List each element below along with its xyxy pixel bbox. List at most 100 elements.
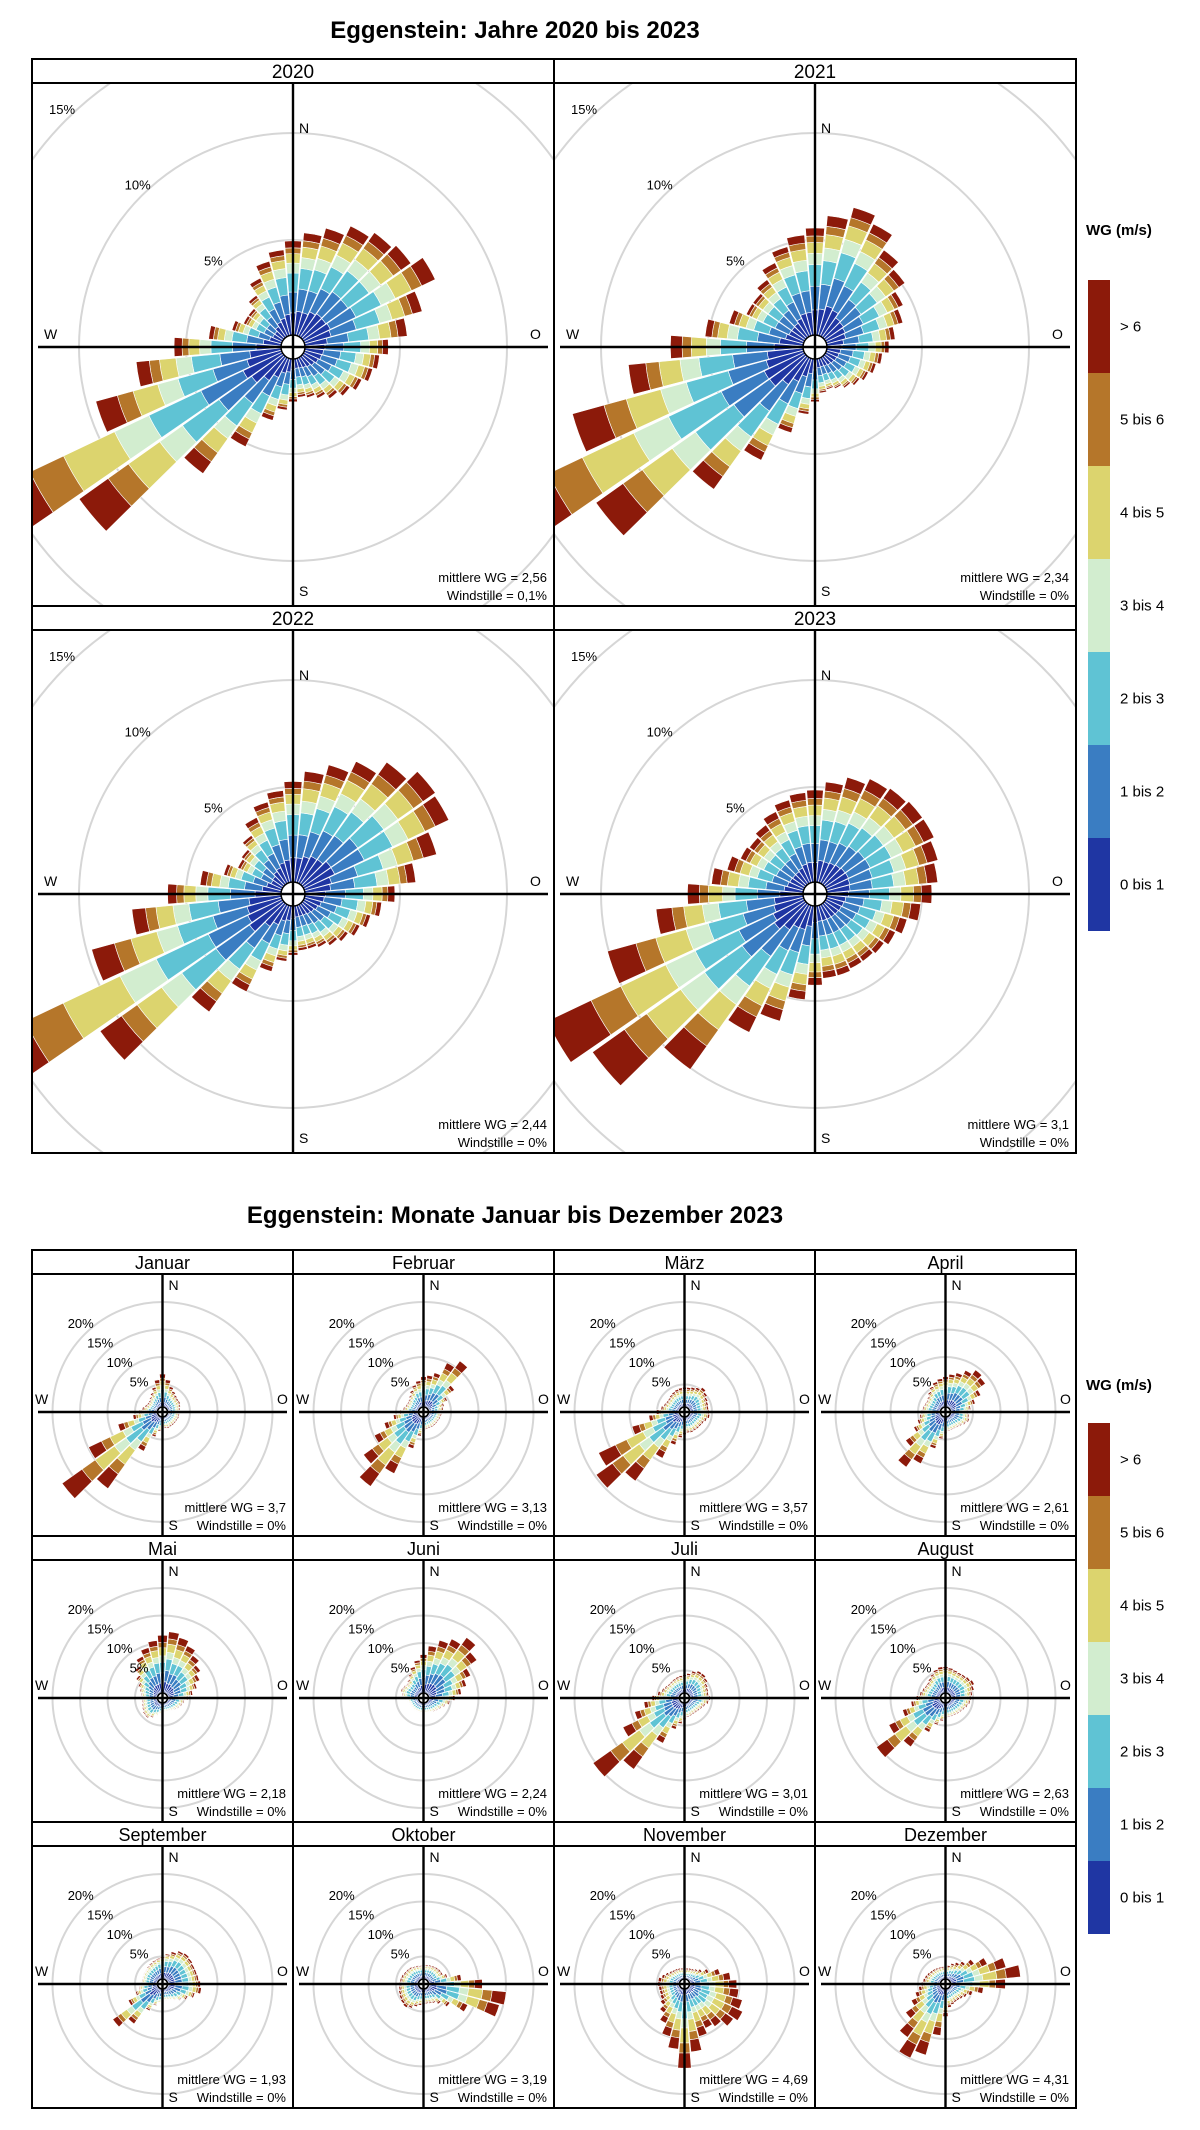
months-panel-5-sector-19-class-6 (419, 1711, 423, 1714)
months-panel-11-sector-19-class-6 (932, 2025, 942, 2036)
dir-label-w: W (557, 1391, 571, 1407)
years-panel-0-sector-3-class-6 (345, 225, 370, 246)
months-panel-8-sector-14-class-6 (173, 1997, 178, 2002)
stat-windstille: Windstille = 0% (980, 588, 1070, 603)
legend-swatch (1088, 1715, 1110, 1788)
years-panel-2-sector-17-class-6 (297, 946, 308, 952)
years-panel-2-sector-3-class-6 (350, 760, 377, 784)
months-panel-4-sector-3-class-6 (184, 1645, 196, 1656)
months-panel-3-sector-1-class-6 (948, 1373, 956, 1379)
years-panel-0-sector-33-class-6 (249, 277, 263, 289)
legend-title: WG (m/s) (1086, 222, 1152, 239)
months-panel-0-sector-25-class-6 (117, 1422, 127, 1432)
legend-swatch (1088, 559, 1110, 652)
months-panel-8-sector-13-class-6 (178, 1996, 183, 2002)
months-panel-2-sector-1-class-6 (686, 1386, 692, 1391)
months-panel-9-sector-32-class-6 (408, 1966, 413, 1971)
panel-header (553, 605, 1077, 631)
months-panel-9-sector-34-class-6 (415, 1965, 420, 1968)
legend-swatch (1088, 745, 1110, 838)
months-panel-0-sector-24-class-6 (88, 1440, 108, 1459)
legend-swatch (1088, 652, 1110, 745)
panel-title: August (917, 1539, 973, 1559)
months-panel-1-sector-4-class-6 (454, 1360, 468, 1374)
years-panel-2-sector-4-class-6 (377, 761, 408, 791)
months-panel-11-sector-2-class-6 (950, 1962, 955, 1967)
months-panel-5-sector-2-class-6 (437, 1639, 449, 1650)
ring-label: 5% (204, 800, 223, 815)
legend-swatch (1088, 373, 1110, 466)
years-panel-3-sector-35-class-6 (788, 792, 807, 804)
panel-header (814, 1249, 1077, 1275)
months-panel-11-sector-8-class-5 (995, 1968, 1007, 1980)
months-panel-3-sector-17-class-6 (946, 1429, 951, 1432)
dir-label-w: W (566, 873, 580, 889)
stat-windstille: Windstille = 0% (458, 1518, 548, 1533)
dir-label-w: W (296, 1677, 310, 1693)
months-panel-6-sector-19-class-6 (677, 1720, 683, 1725)
chart-title-years: Eggenstein: Jahre 2020 bis 2023 (330, 17, 700, 44)
months-panel-10-sector-19-class-6 (667, 2036, 680, 2050)
months-panel-8-sector-16-class-6 (166, 1998, 171, 2001)
years-panel-0-sector-6-class-6 (409, 257, 436, 287)
stat-mean-wg: mittlere WG = 2,24 (438, 1786, 547, 1801)
months-panel-1-sector-17-class-6 (424, 1427, 429, 1430)
months-panel-6-sector-2-class-6 (691, 1670, 697, 1675)
months-panel-0-sector-19-class-6 (157, 1429, 162, 1432)
years-panel-3-sector-16-class-6 (835, 964, 851, 977)
years-panel-1-sector-19-class-6 (797, 409, 810, 415)
years-panel-1-sector-6-class-6 (890, 291, 904, 308)
dir-label-n: N (821, 120, 831, 136)
panel-header (814, 1535, 1077, 1561)
months-panel-11-sector-5-class-6 (967, 1958, 975, 1967)
ring-label: 5% (204, 253, 223, 268)
months-panel-6-sector-8-class-6 (706, 1691, 709, 1697)
months-panel-6-sector-26-class-6 (643, 1701, 650, 1709)
months-panel-3-sector-29-class-6 (923, 1402, 927, 1407)
years-panel-3-sector-8-class-6 (923, 862, 939, 884)
legend-label: 5 bis 6 (1120, 1525, 1164, 1542)
months-panel-7-sector-22-class-6 (902, 1735, 916, 1748)
years-panel-2-sector-21-class-6 (231, 976, 251, 993)
dir-label-w: W (44, 326, 58, 342)
months-panel-6-sector-33-class-6 (671, 1678, 677, 1682)
months-panel-7-sector-28-class-6 (919, 1691, 923, 1697)
months-panel-7-sector-21-class-6 (923, 1726, 931, 1733)
months-panel-9-sector-22-class-6 (402, 2002, 409, 2009)
months-panel-11-sector-1-class-6 (946, 1965, 951, 1968)
chart-title-months: Eggenstein: Monate Januar bis Dezember 2… (247, 1202, 783, 1229)
years-panel-3-sector-26-class-6 (655, 907, 677, 935)
ring-label: 5% (726, 253, 745, 268)
years-panel-3-sector-23-class-6 (591, 1028, 649, 1087)
months-panel-3-sector-11-class-6 (966, 1417, 970, 1423)
years-panel-0-sector-21-class-6 (229, 430, 250, 448)
months-panel-7-sector-24-class-6 (888, 1721, 901, 1735)
months-panel-6-sector-29-class-6 (661, 1687, 665, 1693)
ring-label: 5% (913, 1947, 932, 1962)
months-panel-4-sector-17-class-6 (163, 1710, 167, 1713)
dir-label-e: O (799, 1963, 810, 1979)
years-panel-0-sector-2-class-6 (322, 227, 345, 245)
legend-years: WG (m/s) > 6 5 bis 6 4 bis 5 3 bis 4 2 bis 3 1… (1086, 222, 1164, 931)
dir-label-s: S (299, 583, 308, 599)
months-panel-8-sector-10-class-6 (197, 1987, 202, 1995)
months-panel-8-sector-15-class-6 (169, 1998, 174, 2001)
months-panel-3-sector-20-class-6 (929, 1443, 937, 1450)
months-panel-9-sector-15-class-6 (431, 2000, 437, 2004)
legend-swatch (1088, 838, 1110, 931)
panel-title: Oktober (391, 1825, 455, 1845)
legend-label: 3 bis 4 (1120, 598, 1164, 615)
years-panel-0-sector-7-class-6 (405, 290, 423, 315)
panel-title: 2022 (272, 609, 314, 630)
legend-label: 0 bis 1 (1120, 1890, 1164, 1907)
stat-mean-wg: mittlere WG = 3,57 (699, 1500, 808, 1515)
years-panel-1-sector-26-class-3 (679, 357, 703, 382)
months-panel-3-sector-7-class-6 (971, 1398, 976, 1405)
months-panel-10-sector-8-class-6 (722, 1971, 731, 1981)
years-panel-0-sector-31-class-6 (247, 308, 257, 318)
